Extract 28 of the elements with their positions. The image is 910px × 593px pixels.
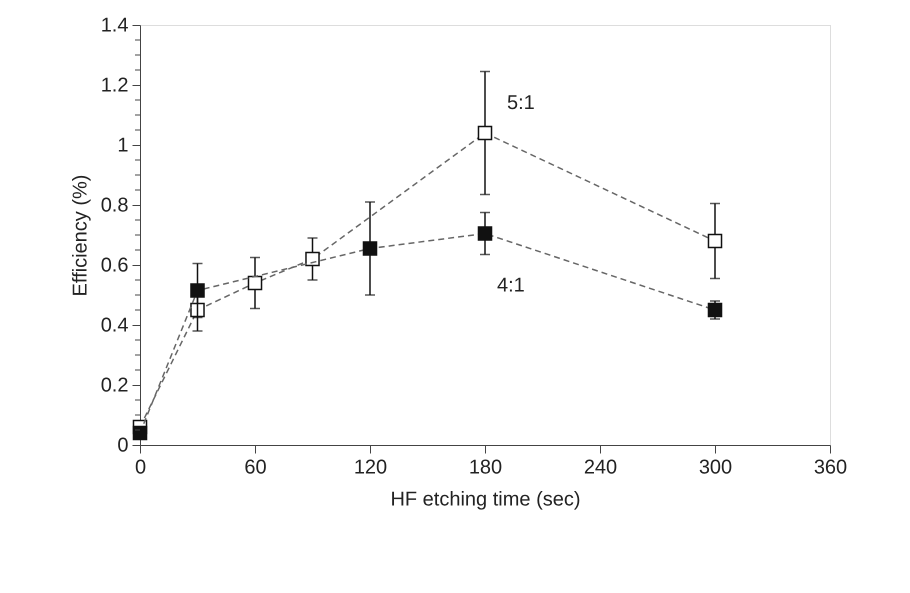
- x-tick-label: 300: [698, 456, 732, 478]
- y-tick-label: 1: [117, 134, 128, 156]
- y-tick-label: 0.2: [100, 374, 128, 396]
- point: [190, 283, 205, 298]
- series-label: 4:1: [497, 274, 525, 296]
- y-axis-title: Efficiency (%): [70, 174, 92, 296]
- series-label: 5:1: [507, 92, 535, 114]
- y-tick-label: 1.2: [100, 74, 128, 96]
- x-tick-label: 180: [468, 456, 502, 478]
- y-tick-label: 0.6: [100, 254, 128, 276]
- y-tick-label: 0.4: [100, 314, 128, 336]
- y-tick-label: 0.8: [100, 194, 128, 216]
- x-tick-label: 240: [584, 456, 618, 478]
- point: [248, 276, 262, 290]
- point: [305, 252, 320, 266]
- x-tick-label: 0: [134, 456, 146, 478]
- point: [708, 302, 722, 318]
- point: [708, 234, 722, 248]
- x-tick-label: 360: [814, 456, 848, 478]
- point: [478, 226, 492, 241]
- x-tick-label: 120: [354, 456, 388, 478]
- point: [132, 426, 148, 440]
- y-tick-label: 0: [117, 434, 128, 456]
- y-tick-label: 1.4: [100, 14, 128, 36]
- x-axis-title: HF etching time (sec): [390, 488, 581, 510]
- point: [478, 126, 492, 140]
- x-tick-label: 60: [244, 456, 267, 478]
- point: [362, 241, 378, 256]
